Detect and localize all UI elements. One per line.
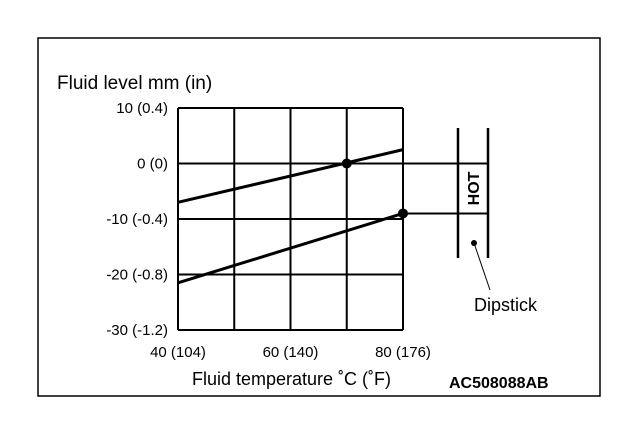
y-axis-title: Fluid level mm (in) (57, 73, 212, 94)
hot-band-label: HOT (466, 171, 483, 205)
dipstick-leader-line (473, 242, 491, 291)
chart-series (177, 148, 404, 285)
chart-grid (177, 107, 404, 331)
data-point-0 (341, 158, 352, 169)
x-tick-label-0: 40 (104) (150, 344, 206, 361)
y-tick-label-4: -30 (-1.2) (106, 322, 168, 339)
y-tick-label-2: -10 (-0.4) (106, 211, 168, 228)
series-line-1 (177, 212, 404, 285)
x-tick-label-1: 60 (140) (263, 344, 319, 361)
series-line-0 (177, 148, 404, 204)
reference-lines (403, 162, 488, 215)
dipstick-label: Dipstick (474, 295, 538, 315)
figure-border (37, 37, 601, 397)
figure-code: AC508088AB (449, 375, 549, 392)
x-tick-label-2: 80 (176) (375, 344, 431, 361)
y-tick-label-1: 0 (0) (137, 156, 168, 173)
dipstick-diagram: HOT Dipstick (456, 128, 538, 315)
x-tick-labels: 40 (104) 60 (140) 80 (176) (150, 344, 431, 361)
y-tick-label-3: -20 (-0.8) (106, 267, 168, 284)
y-tick-label-0: 10 (0.4) (116, 100, 168, 117)
chart-markers (341, 158, 408, 219)
data-point-1 (398, 208, 408, 219)
x-axis-title: Fluid temperature ˚C (˚F) (192, 369, 391, 389)
y-tick-labels: 10 (0.4) 0 (0) -10 (-0.4) -20 (-0.8) -30 (-1… (106, 100, 168, 339)
